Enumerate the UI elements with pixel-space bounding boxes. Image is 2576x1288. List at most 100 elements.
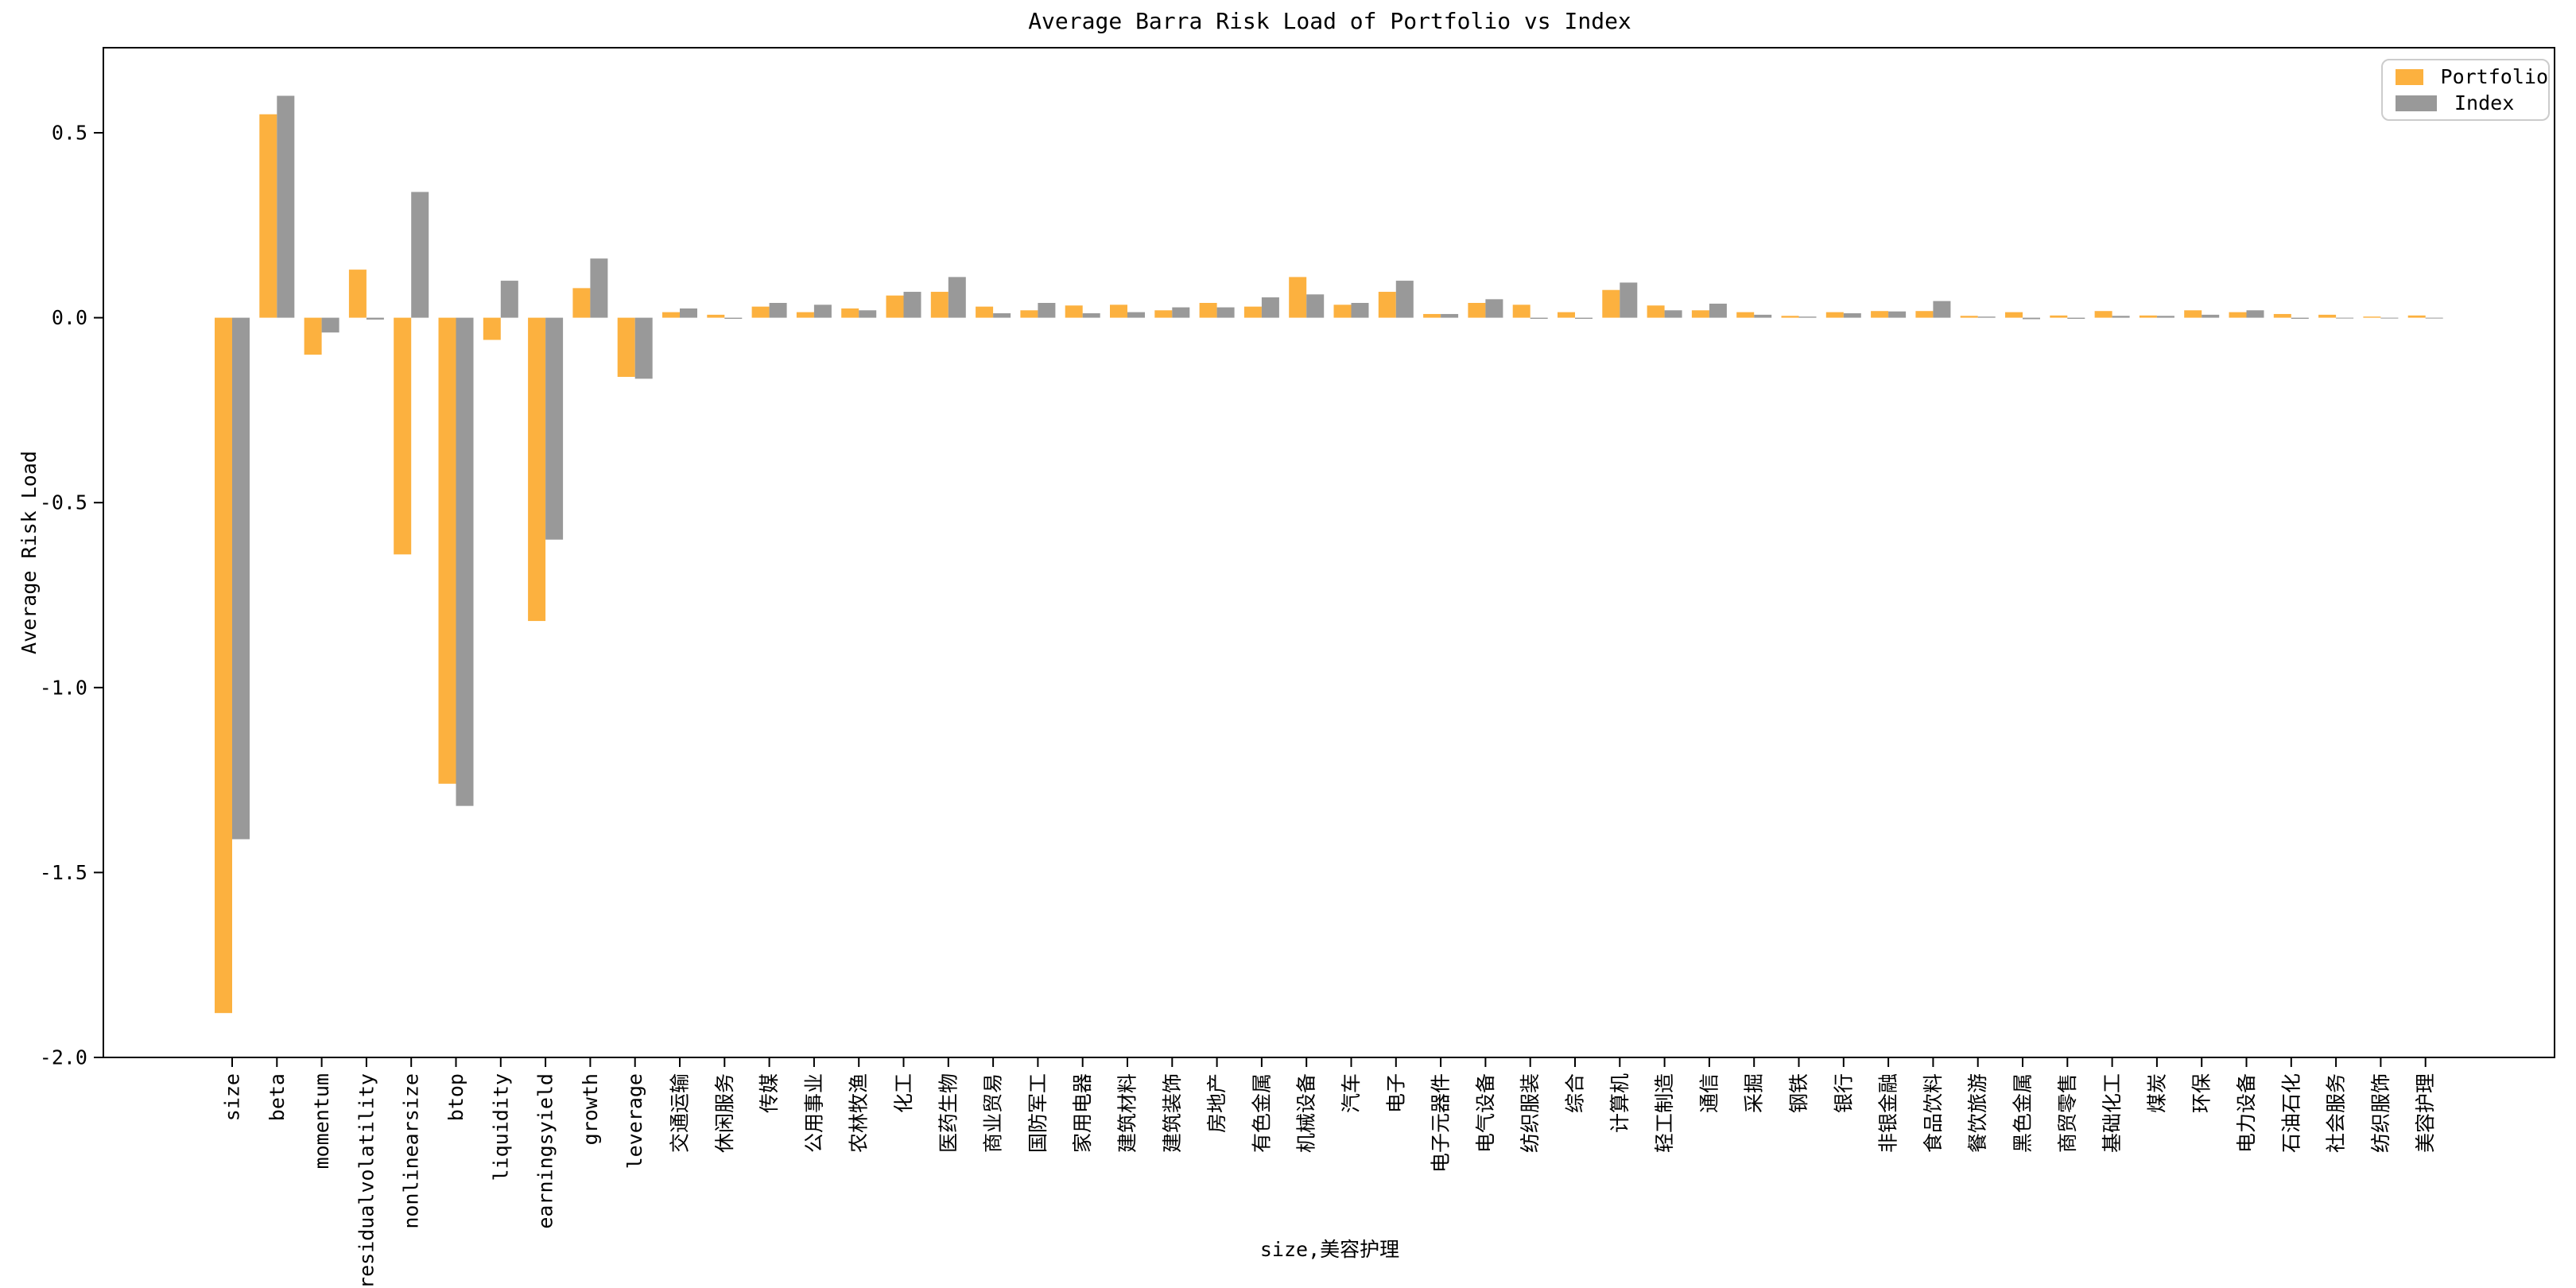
x-tick-label: 非银金融 [1877, 1073, 1900, 1153]
legend-label: Portfolio [2440, 65, 2548, 88]
bar-portfolio-医药生物 [930, 292, 949, 318]
bar-index-商贸零售 [2067, 317, 2085, 319]
bar-index-医药生物 [948, 277, 966, 318]
x-tick-label: 银行 [1832, 1073, 1855, 1113]
bar-portfolio-综合 [1558, 312, 1575, 318]
bar-portfolio-有色金属 [1243, 306, 1262, 318]
bar-portfolio-农林牧渔 [841, 308, 859, 318]
x-tick-label: 商业贸易 [982, 1073, 1005, 1153]
x-tick-label: 电力设备 [2235, 1073, 2258, 1153]
bar-index-电力设备 [2246, 310, 2264, 318]
bar-portfolio-煤炭 [2139, 315, 2157, 318]
x-tick-label: 社会服务 [2325, 1073, 2348, 1153]
bar-portfolio-建筑材料 [1110, 305, 1127, 318]
x-tick-label: 建筑材料 [1116, 1073, 1139, 1153]
y-tick-label: -1.0 [40, 676, 87, 699]
bar-portfolio-电子元器件 [1423, 313, 1441, 318]
bar-index-earningsyield [545, 317, 564, 540]
x-tick-label: 农林牧渔 [848, 1073, 871, 1153]
x-tick-label: 美容护理 [2414, 1073, 2437, 1153]
x-tick-label: 黑色金属 [2012, 1073, 2035, 1153]
bar-portfolio-计算机 [1602, 289, 1620, 318]
legend-swatch-index-icon [2396, 95, 2437, 111]
x-tick-label: 计算机 [1608, 1073, 1631, 1133]
bar-index-传媒 [769, 302, 787, 318]
bar-portfolio-商贸零售 [2050, 315, 2068, 318]
bar-index-通信 [1709, 303, 1727, 318]
bar-index-growth [590, 258, 608, 318]
bar-index-休闲服务 [724, 317, 743, 319]
x-tick-label: 电气设备 [1474, 1073, 1497, 1153]
bar-portfolio-建筑装饰 [1154, 310, 1173, 318]
legend-swatch-portfolio-icon [2396, 68, 2423, 85]
y-tick-label: 0.5 [52, 121, 87, 144]
bar-portfolio-银行 [1825, 312, 1844, 318]
bar-portfolio-钢铁 [1781, 316, 1799, 318]
bar-portfolio-黑色金属 [2005, 312, 2023, 318]
bar-index-餐饮旅游 [1977, 316, 1996, 318]
x-tick-label: momentum [310, 1073, 333, 1169]
x-tick-label: earningsyield [534, 1073, 557, 1229]
bar-portfolio-轻工制造 [1647, 305, 1665, 318]
bar-portfolio-leverage [617, 317, 635, 378]
bar-index-residualvolatility [366, 317, 384, 320]
bar-index-非银金融 [1888, 311, 1907, 318]
x-tick-label: 休闲服务 [713, 1073, 736, 1153]
bar-index-银行 [1843, 313, 1861, 318]
bar-portfolio-电力设备 [2229, 312, 2247, 318]
bar-portfolio-交通运输 [662, 312, 680, 318]
x-tick-label: 国防军工 [1026, 1073, 1049, 1153]
x-tick-label: 医药生物 [937, 1073, 960, 1153]
bar-portfolio-nonlinearsize [394, 317, 412, 555]
bar-portfolio-餐饮旅游 [1960, 316, 1978, 318]
bar-portfolio-休闲服务 [707, 314, 725, 318]
bar-portfolio-化工 [886, 295, 904, 318]
x-tick-label: residualvolatility [355, 1073, 378, 1288]
bar-portfolio-通信 [1691, 310, 1709, 318]
bar-portfolio-momentum [304, 317, 322, 355]
bar-portfolio-纺织服装 [1512, 305, 1530, 318]
bar-portfolio-社会服务 [2318, 314, 2337, 318]
bar-portfolio-国防军工 [1020, 310, 1038, 318]
y-tick-label: 0.0 [52, 306, 87, 329]
bar-index-社会服务 [2336, 317, 2354, 319]
bar-index-size [232, 317, 250, 840]
bar-index-采掘 [1754, 314, 1772, 318]
x-tick-label: 商贸零售 [2056, 1073, 2079, 1153]
x-tick-label: 综合 [1564, 1073, 1587, 1113]
bar-portfolio-电子 [1378, 292, 1396, 318]
x-tick-label: 建筑装饰 [1161, 1073, 1184, 1153]
x-tick-label: btop [444, 1073, 467, 1121]
bar-portfolio-机械设备 [1289, 277, 1307, 318]
bar-portfolio-传媒 [751, 306, 770, 318]
x-tick-label: 家用电器 [1071, 1073, 1094, 1153]
x-tick-label: 纺织服饰 [2369, 1073, 2392, 1153]
x-tick-label: 机械设备 [1295, 1073, 1318, 1153]
bar-index-煤炭 [2156, 316, 2174, 318]
legend: Portfolio Index [2381, 59, 2550, 121]
bar-portfolio-residualvolatility [348, 270, 367, 318]
bar-index-基础化工 [2112, 316, 2130, 318]
bar-index-计算机 [1620, 282, 1638, 318]
x-tick-label: 公用事业 [802, 1073, 825, 1153]
bar-index-化工 [903, 292, 921, 318]
bar-portfolio-非银金融 [1871, 311, 1889, 318]
bar-portfolio-earningsyield [528, 317, 546, 622]
bar-portfolio-房地产 [1199, 302, 1217, 318]
bar-index-nonlinearsize [411, 192, 429, 318]
legend-label: Index [2454, 91, 2515, 114]
legend-item-index: Index [2396, 93, 2548, 113]
x-tick-label: growth [579, 1073, 602, 1145]
bar-index-建筑材料 [1127, 312, 1145, 318]
x-tick-label: 房地产 [1205, 1073, 1228, 1133]
bar-index-环保 [2202, 314, 2220, 318]
x-axis-label: size,美容护理 [1259, 1238, 1400, 1261]
x-tick-label: 电子 [1384, 1073, 1407, 1113]
bar-index-家用电器 [1082, 313, 1100, 318]
bar-portfolio-size [215, 317, 232, 1014]
bar-index-电子 [1395, 281, 1414, 318]
bar-portfolio-商业贸易 [976, 306, 994, 318]
bar-portfolio-btop [438, 317, 456, 784]
